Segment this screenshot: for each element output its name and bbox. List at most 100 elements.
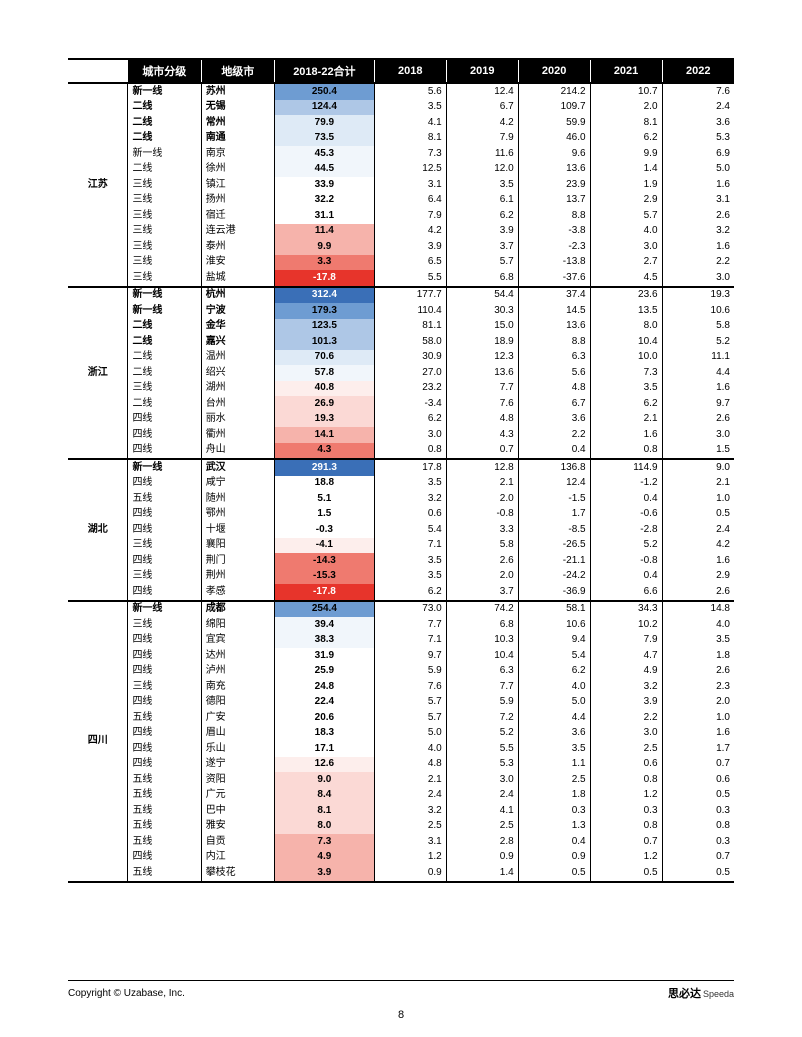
value-cell: 3.7 [446, 239, 518, 255]
value-cell: 7.6 [374, 679, 446, 695]
value-cell: 9.4 [518, 633, 590, 649]
value-cell: -1.2 [590, 476, 662, 492]
total-cell: 20.6 [274, 710, 374, 726]
value-cell: 0.3 [662, 803, 734, 819]
total-cell: 250.4 [274, 83, 374, 100]
value-cell: 0.3 [662, 834, 734, 850]
value-cell: 5.2 [590, 538, 662, 554]
city-cell: 盐城 [201, 270, 274, 287]
city-cell: 资阳 [201, 772, 274, 788]
tier-cell: 四线 [128, 664, 201, 680]
value-cell: 1.5 [662, 443, 734, 460]
value-cell: 0.6 [590, 757, 662, 773]
value-cell: 1.7 [518, 507, 590, 523]
value-cell: 7.7 [374, 617, 446, 633]
city-cell: 宜宾 [201, 633, 274, 649]
value-cell: 12.0 [446, 162, 518, 178]
value-cell: 3.0 [662, 270, 734, 287]
value-cell: 10.7 [590, 83, 662, 100]
total-cell: 3.3 [274, 255, 374, 271]
tier-cell: 二线 [128, 115, 201, 131]
value-cell: 5.0 [374, 726, 446, 742]
value-cell: 54.4 [446, 287, 518, 304]
total-cell: 17.1 [274, 741, 374, 757]
value-cell: 110.4 [374, 303, 446, 319]
city-cell: 淮安 [201, 255, 274, 271]
value-cell: 5.7 [374, 710, 446, 726]
value-cell: 0.6 [662, 772, 734, 788]
total-cell: -17.8 [274, 270, 374, 287]
total-cell: 18.3 [274, 726, 374, 742]
city-cell: 南充 [201, 679, 274, 695]
total-cell: 1.5 [274, 507, 374, 523]
value-cell: 3.6 [662, 115, 734, 131]
value-cell: 5.6 [374, 83, 446, 100]
value-cell: 6.4 [374, 193, 446, 209]
value-cell: 3.5 [374, 553, 446, 569]
col-header: 2018 [374, 59, 446, 83]
value-cell: -2.8 [590, 522, 662, 538]
city-cell: 宿迁 [201, 208, 274, 224]
value-cell: 6.8 [446, 270, 518, 287]
tier-cell: 三线 [128, 239, 201, 255]
value-cell: 4.8 [518, 381, 590, 397]
city-cell: 连云港 [201, 224, 274, 240]
value-cell: 7.2 [446, 710, 518, 726]
value-cell: 2.1 [590, 412, 662, 428]
city-cell: 达州 [201, 648, 274, 664]
total-cell: 25.9 [274, 664, 374, 680]
value-cell: -0.8 [446, 507, 518, 523]
value-cell: 2.2 [662, 255, 734, 271]
total-cell: 22.4 [274, 695, 374, 711]
value-cell: 2.1 [374, 772, 446, 788]
value-cell: -1.5 [518, 491, 590, 507]
total-cell: 9.0 [274, 772, 374, 788]
total-cell: 123.5 [274, 319, 374, 335]
province-cell: 浙江 [68, 287, 128, 460]
total-cell: 4.9 [274, 850, 374, 866]
value-cell: 8.8 [518, 334, 590, 350]
tier-cell: 五线 [128, 803, 201, 819]
value-cell: 6.5 [374, 255, 446, 271]
value-cell: 3.2 [590, 679, 662, 695]
tier-cell: 新一线 [128, 459, 201, 476]
total-cell: 5.1 [274, 491, 374, 507]
value-cell: 17.8 [374, 459, 446, 476]
city-cell: 温州 [201, 350, 274, 366]
value-cell: 3.9 [590, 695, 662, 711]
value-cell: 0.9 [518, 850, 590, 866]
value-cell: 136.8 [518, 459, 590, 476]
value-cell: 7.9 [374, 208, 446, 224]
total-cell: 57.8 [274, 365, 374, 381]
value-cell: 2.9 [590, 193, 662, 209]
value-cell: 3.7 [446, 584, 518, 601]
value-cell: 214.2 [518, 83, 590, 100]
tier-cell: 新一线 [128, 146, 201, 162]
city-cell: 广安 [201, 710, 274, 726]
value-cell: 2.4 [446, 788, 518, 804]
value-cell: 1.2 [590, 788, 662, 804]
city-cell: 鄂州 [201, 507, 274, 523]
value-cell: 1.6 [662, 381, 734, 397]
value-cell: 2.6 [662, 664, 734, 680]
value-cell: 5.2 [662, 334, 734, 350]
total-cell: 101.3 [274, 334, 374, 350]
value-cell: 9.7 [374, 648, 446, 664]
value-cell: 2.7 [590, 255, 662, 271]
value-cell: 5.8 [446, 538, 518, 554]
value-cell: 4.1 [374, 115, 446, 131]
city-cell: 十堰 [201, 522, 274, 538]
tier-cell: 五线 [128, 834, 201, 850]
tier-cell: 三线 [128, 679, 201, 695]
value-cell: 6.3 [446, 664, 518, 680]
value-cell: 2.5 [590, 741, 662, 757]
value-cell: 4.8 [374, 757, 446, 773]
city-cell: 眉山 [201, 726, 274, 742]
col-header: 2022 [662, 59, 734, 83]
value-cell: 0.7 [662, 757, 734, 773]
value-cell: 73.0 [374, 601, 446, 618]
value-cell: 1.3 [518, 819, 590, 835]
value-cell: 3.0 [590, 726, 662, 742]
city-cell: 孝感 [201, 584, 274, 601]
tier-cell: 五线 [128, 819, 201, 835]
